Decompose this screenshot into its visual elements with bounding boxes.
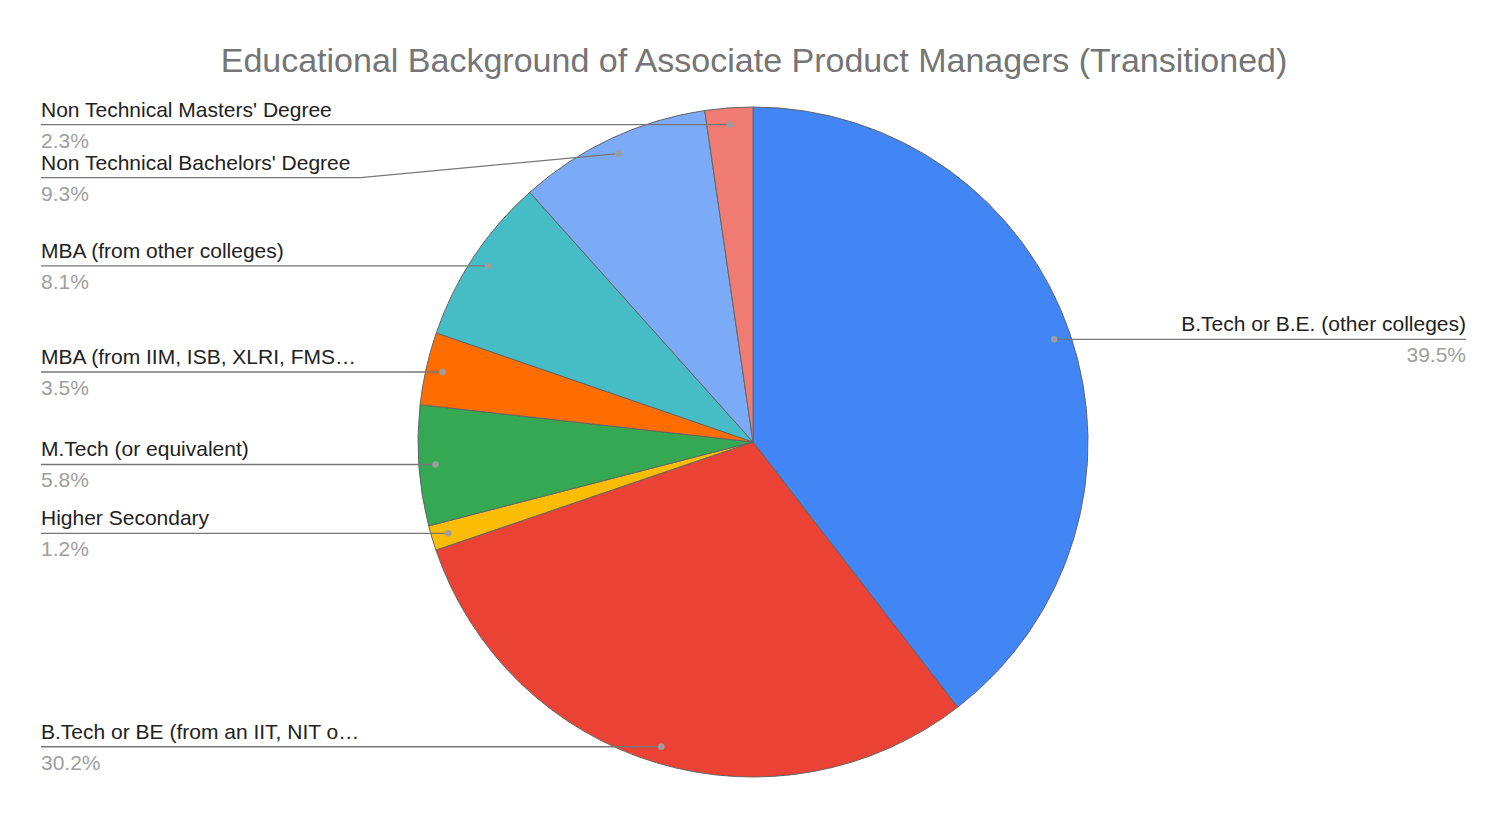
leader-line	[41, 154, 618, 178]
leader-dot	[485, 263, 491, 269]
leader-line	[41, 533, 448, 534]
slice-label: MBA (from IIM, ISB, XLRI, FMS… 3.5%	[41, 345, 446, 399]
slice-labels: Non Technical Masters' Degree 2.3%Non Tec…	[41, 98, 1466, 774]
category-label: MBA (from IIM, ISB, XLRI, FMS…	[41, 345, 356, 368]
category-label: M.Tech (or equivalent)	[41, 437, 249, 460]
data-label: 30.2%	[41, 751, 101, 774]
data-label: 5.8%	[41, 468, 89, 491]
chart: Educational Background of Associate Prod…	[0, 0, 1508, 817]
leader-line	[1054, 339, 1466, 340]
category-label: B.Tech or B.E. (other colleges)	[1181, 312, 1466, 335]
slice-label: B.Tech or BE (from an IIT, NIT o… 30.2%	[41, 720, 664, 774]
chart-title: Educational Background of Associate Prod…	[221, 41, 1288, 79]
category-label: Non Technical Masters' Degree	[41, 98, 332, 121]
leader-dot	[445, 530, 451, 536]
data-label: 3.5%	[41, 376, 89, 399]
category-label: Higher Secondary	[41, 506, 210, 529]
leader-dot	[615, 150, 621, 156]
leader-line	[41, 464, 436, 465]
pie-slice	[705, 107, 753, 442]
data-label: 39.5%	[1406, 343, 1466, 366]
data-label: 2.3%	[41, 129, 89, 152]
slice-label: Non Technical Bachelors' Degree 9.3%	[41, 150, 621, 204]
leader-line	[41, 371, 443, 372]
data-label: 1.2%	[41, 537, 89, 560]
leader-line	[41, 265, 488, 266]
leader-dot	[727, 121, 733, 127]
data-label: 8.1%	[41, 270, 89, 293]
category-label: MBA (from other colleges)	[41, 239, 284, 262]
leader-dot	[432, 461, 438, 467]
data-label: 9.3%	[41, 182, 89, 205]
leader-line	[41, 124, 730, 125]
slice-label: B.Tech or B.E. (other colleges) 39.5%	[1051, 312, 1466, 366]
leader-dot	[439, 369, 445, 375]
slice-label: M.Tech (or equivalent) 5.8%	[41, 437, 439, 491]
slice-label: Non Technical Masters' Degree 2.3%	[41, 98, 733, 152]
category-label: Non Technical Bachelors' Degree	[41, 151, 350, 174]
leader-dot	[1051, 336, 1057, 342]
leader-line	[41, 746, 661, 747]
category-label: B.Tech or BE (from an IIT, NIT o…	[41, 720, 359, 743]
leader-dot	[658, 744, 664, 750]
slice-label: MBA (from other colleges) 8.1%	[41, 239, 491, 293]
slice-label: Higher Secondary 1.2%	[41, 506, 451, 560]
slices	[418, 107, 1088, 777]
